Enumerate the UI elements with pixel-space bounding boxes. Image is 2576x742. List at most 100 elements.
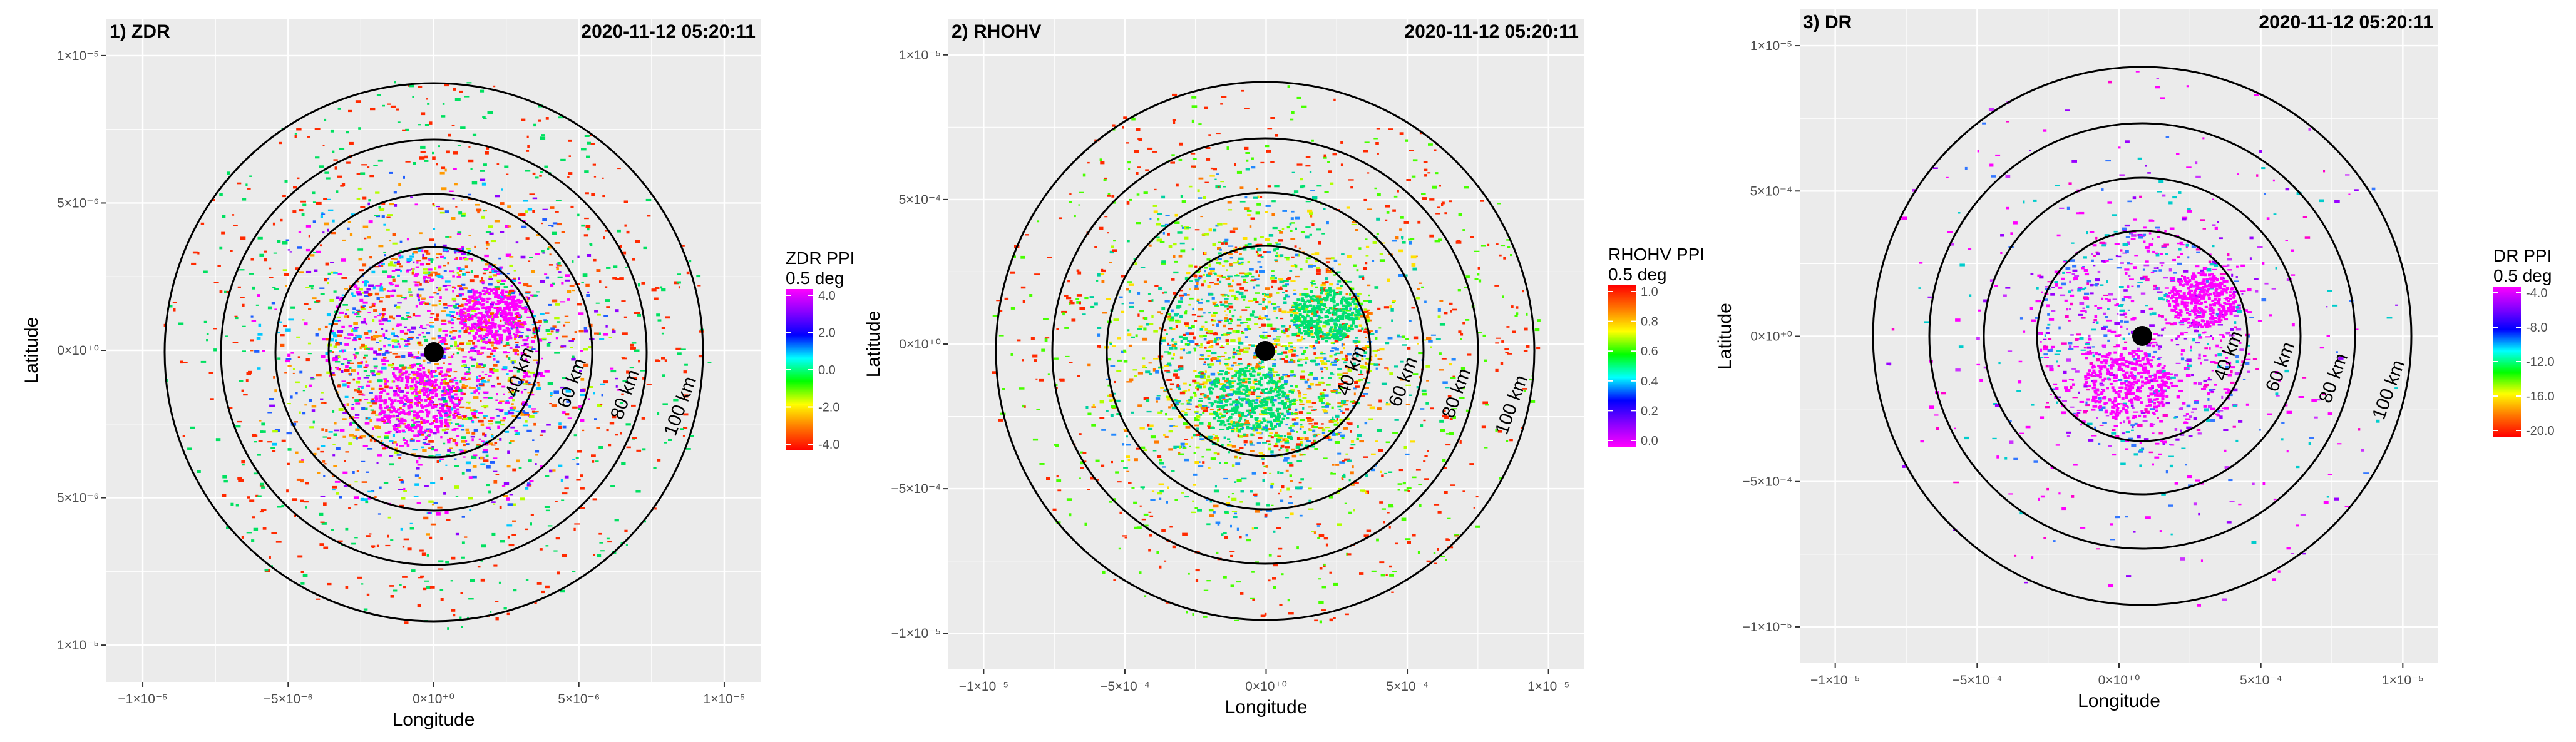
radar-echo-point bbox=[429, 121, 433, 125]
radar-echo-point bbox=[410, 196, 413, 198]
radar-echo-point bbox=[361, 481, 367, 483]
radar-echo-point bbox=[409, 255, 414, 258]
radar-echo-point bbox=[1213, 452, 1218, 455]
storm-cell-point bbox=[379, 384, 382, 387]
radar-echo-point bbox=[384, 351, 390, 354]
radar-echo-point bbox=[461, 247, 464, 250]
radar-echo-point bbox=[1226, 146, 1229, 150]
radar-echo-point bbox=[1087, 412, 1092, 415]
radar-echo-point bbox=[1275, 242, 1278, 244]
radar-echo-point bbox=[418, 341, 421, 345]
radar-echo-point bbox=[1191, 436, 1193, 439]
radar-echo-point bbox=[370, 108, 376, 111]
radar-echo-point bbox=[1228, 245, 1234, 247]
radar-echo-point bbox=[513, 367, 517, 369]
radar-echo-point bbox=[222, 475, 227, 479]
radar-echo-point bbox=[1161, 529, 1166, 532]
radar-echo-point bbox=[398, 476, 401, 478]
radar-echo-point bbox=[488, 278, 493, 280]
radar-echo-point bbox=[1300, 336, 1303, 339]
radar-echo-point bbox=[1213, 168, 1217, 171]
storm-cell-point bbox=[506, 330, 510, 333]
radar-echo-point bbox=[262, 527, 267, 530]
radar-echo-point bbox=[379, 208, 384, 211]
radar-echo-point bbox=[545, 276, 550, 279]
storm-cell-point bbox=[394, 392, 398, 395]
radar-echo-point bbox=[285, 285, 287, 287]
storm-cell-point bbox=[414, 427, 418, 430]
radar-echo-point bbox=[1180, 442, 1185, 445]
radar-echo-point bbox=[1298, 481, 1302, 484]
radar-echo-point bbox=[356, 293, 362, 296]
radar-echo-point bbox=[541, 222, 543, 225]
radar-echo-point bbox=[483, 287, 488, 289]
radar-echo-point bbox=[1293, 375, 1296, 377]
radar-echo-point bbox=[1223, 186, 1226, 188]
radar-echo-point bbox=[315, 333, 319, 337]
radar-echo-point bbox=[453, 614, 456, 617]
radar-echo-point bbox=[1059, 378, 1064, 381]
radar-echo-point bbox=[436, 313, 439, 317]
radar-echo-point bbox=[458, 274, 461, 276]
radar-echo-point bbox=[448, 190, 454, 192]
radar-echo-point bbox=[1388, 471, 1393, 473]
radar-echo-point bbox=[1284, 360, 1288, 363]
radar-echo-point bbox=[354, 481, 358, 483]
radar-echo-point bbox=[1195, 375, 1201, 378]
y-tick-label: 5×10⁻⁶ bbox=[57, 196, 99, 210]
radar-echo-point bbox=[1235, 462, 1241, 465]
radar-echo-point bbox=[535, 350, 540, 352]
storm-cell-point bbox=[493, 307, 497, 309]
radar-echo-point bbox=[409, 294, 413, 296]
storm-cell-point bbox=[473, 327, 477, 330]
radar-echo-point bbox=[590, 243, 593, 246]
radar-echo-point bbox=[439, 211, 445, 214]
radar-echo-point bbox=[1392, 240, 1397, 242]
radar-echo-point bbox=[439, 296, 442, 299]
radar-echo-point bbox=[480, 423, 485, 426]
radar-echo-point bbox=[302, 412, 306, 415]
radar-echo-point bbox=[1236, 427, 1239, 429]
radar-echo-point bbox=[1326, 221, 1329, 225]
radar-echo-point bbox=[434, 363, 439, 365]
storm-cell-point bbox=[397, 424, 401, 427]
radar-echo-point bbox=[471, 288, 475, 291]
storm-cell-point bbox=[460, 392, 464, 395]
radar-echo-point bbox=[442, 347, 447, 351]
radar-echo-point bbox=[1192, 307, 1194, 310]
radar-echo-point bbox=[561, 499, 565, 501]
radar-echo-point bbox=[424, 580, 429, 582]
radar-echo-point bbox=[1372, 350, 1378, 352]
radar-echo-point bbox=[413, 363, 416, 367]
radar-echo-point bbox=[511, 534, 516, 536]
storm-cell-point bbox=[401, 373, 404, 376]
storm-cell-point bbox=[497, 296, 500, 299]
radar-echo-point bbox=[1253, 237, 1257, 241]
radar-echo-point bbox=[1164, 365, 1169, 367]
radar-echo-point bbox=[1316, 525, 1320, 527]
radar-echo-point bbox=[337, 108, 341, 110]
radar-echo-point bbox=[1156, 238, 1162, 242]
radar-echo-point bbox=[523, 371, 528, 374]
radar-echo-point bbox=[376, 353, 382, 356]
radar-echo-point bbox=[351, 407, 355, 410]
radar-echo-point bbox=[1319, 335, 1324, 338]
radar-echo-point bbox=[506, 465, 511, 468]
radar-echo-point bbox=[419, 263, 424, 266]
radar-echo-point bbox=[1291, 306, 1296, 308]
radar-echo-point bbox=[461, 377, 466, 380]
radar-echo-point bbox=[625, 544, 628, 546]
radar-echo-point bbox=[312, 201, 316, 203]
radar-echo-point bbox=[393, 191, 397, 194]
storm-cell-point bbox=[443, 377, 447, 380]
radar-echo-point bbox=[1321, 432, 1325, 434]
radar-echo-point bbox=[259, 420, 262, 422]
radar-echo-point bbox=[1167, 233, 1170, 236]
radar-echo-point bbox=[1256, 188, 1259, 190]
radar-echo-point bbox=[1200, 343, 1203, 347]
radar-echo-point bbox=[1061, 310, 1067, 313]
radar-echo-point bbox=[1273, 445, 1279, 448]
storm-cell-point bbox=[516, 322, 520, 325]
storm-cell-point bbox=[429, 380, 433, 383]
storm-cell-point bbox=[525, 308, 528, 311]
